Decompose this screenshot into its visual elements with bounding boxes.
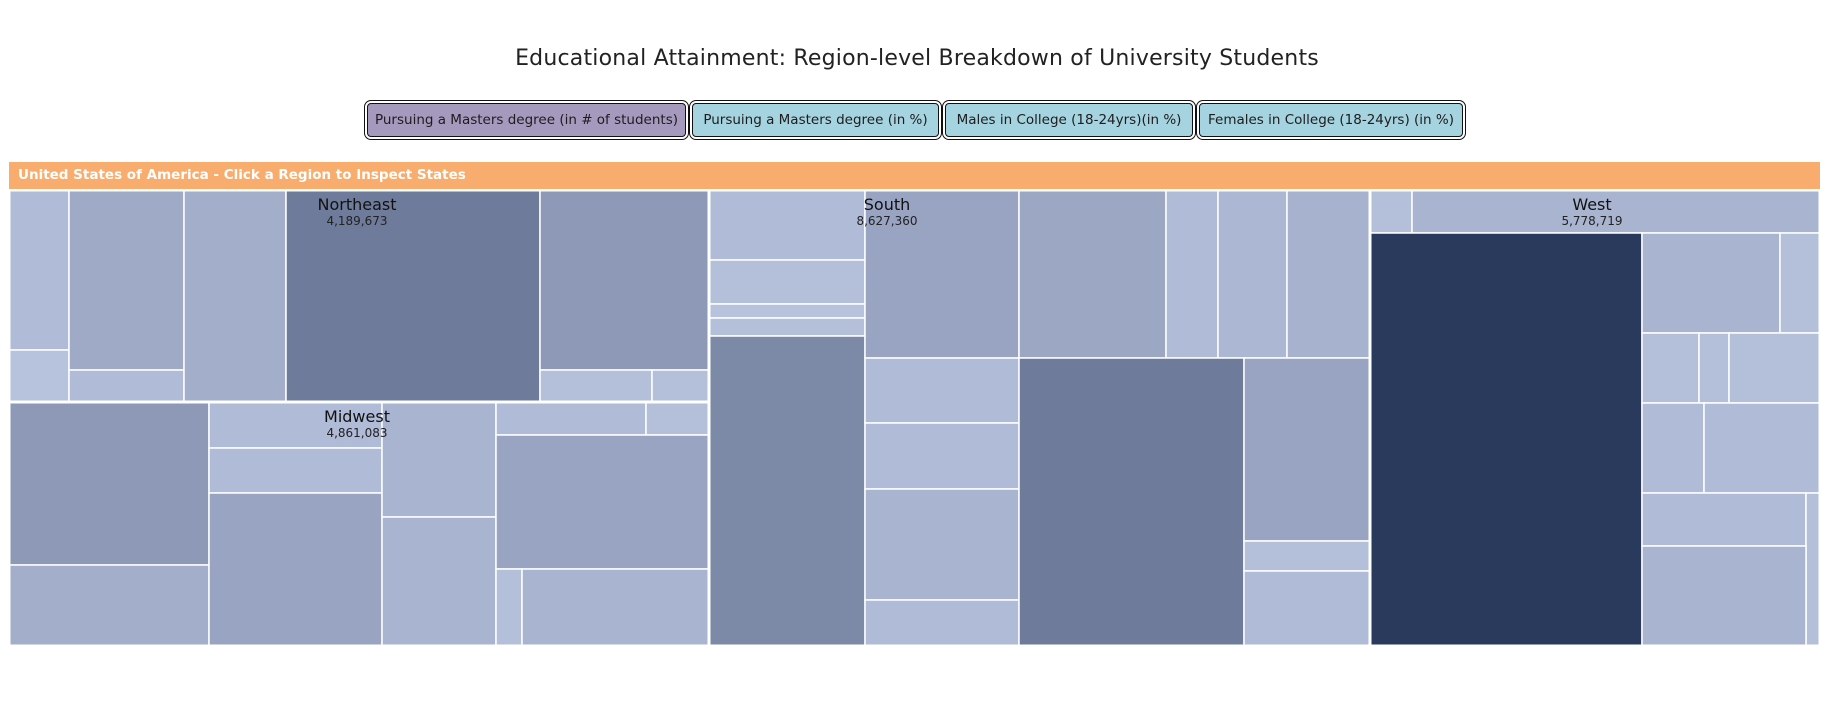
region-border [1368,190,1820,646]
state-tile[interactable] [495,434,710,570]
state-tile[interactable] [1703,402,1820,494]
state-tile[interactable] [1018,190,1167,359]
state-tile[interactable] [708,190,866,261]
region-label: Midwest [324,407,390,426]
metric-button-bar: Pursuing a Masters degree (in # of stude… [0,100,1834,141]
state-tile[interactable] [708,317,866,337]
region-value-label: 4,861,083 [326,426,387,440]
state-tile[interactable] [1641,492,1807,547]
state-tile[interactable] [1641,402,1705,494]
state-tile[interactable] [1243,570,1371,646]
state-tile[interactable] [1779,232,1820,334]
metric-button-masters-count[interactable]: Pursuing a Masters degree (in # of stude… [364,100,689,140]
state-tile[interactable] [864,488,1020,601]
state-tile[interactable] [539,369,653,403]
state-tile[interactable] [864,422,1020,490]
state-tile[interactable] [1018,357,1245,646]
state-tile[interactable] [1805,492,1820,646]
region-value-label: 5,778,719 [1561,214,1622,228]
state-tile[interactable] [708,259,866,305]
state-tile[interactable] [183,190,287,403]
state-tile[interactable] [1369,232,1643,646]
state-tile[interactable] [495,401,647,436]
state-tile[interactable] [9,190,70,351]
state-tile[interactable] [521,568,710,646]
state-tile[interactable] [1728,332,1820,404]
region-label: South [864,195,911,214]
state-tile[interactable] [651,369,710,403]
chart-title: Educational Attainment: Region-level Bre… [515,46,1319,71]
state-tile[interactable] [1165,190,1219,359]
state-tile[interactable] [1641,332,1700,404]
state-tile[interactable] [68,369,185,403]
metric-button-males-college[interactable]: Males in College (18-24yrs)(in %) [942,100,1196,140]
state-tile[interactable] [1369,190,1413,234]
state-tile[interactable] [645,401,710,436]
state-tile[interactable] [1243,540,1371,572]
state-tile[interactable] [9,401,210,566]
region-label: Northeast [317,195,396,214]
treemap-header-breadcrumb[interactable]: United States of America - Click a Regio… [9,162,1820,189]
state-tile[interactable] [1217,190,1288,359]
state-tile[interactable] [708,335,866,646]
state-tile[interactable] [539,190,710,371]
state-tile[interactable] [381,401,497,518]
state-tile[interactable] [285,190,541,403]
metric-button-females-college[interactable]: Females in College (18-24yrs) (in %) [1196,100,1466,140]
state-tile[interactable] [1641,232,1781,334]
state-tile[interactable] [1243,357,1371,542]
state-tile[interactable] [208,447,383,494]
treemap-chart: Northeast4,189,673Midwest4,861,083South8… [9,190,1820,646]
region-value-label: 4,189,673 [326,214,387,228]
state-tile[interactable] [1698,332,1730,404]
state-tile[interactable] [495,568,523,646]
state-tile[interactable] [864,357,1020,424]
state-tile[interactable] [68,190,185,371]
region-label: West [1572,195,1611,214]
state-tile[interactable] [1286,190,1371,359]
state-tile[interactable] [9,349,70,403]
region-value-label: 8,627,360 [856,214,917,228]
state-tile[interactable] [864,599,1020,646]
state-tile[interactable] [708,303,866,319]
state-tile[interactable] [208,492,383,646]
state-tile[interactable] [9,564,210,646]
state-tile[interactable] [864,190,1020,359]
state-tile[interactable] [381,516,497,646]
state-tile[interactable] [1641,545,1807,646]
metric-button-masters-percent[interactable]: Pursuing a Masters degree (in %) [689,100,942,140]
